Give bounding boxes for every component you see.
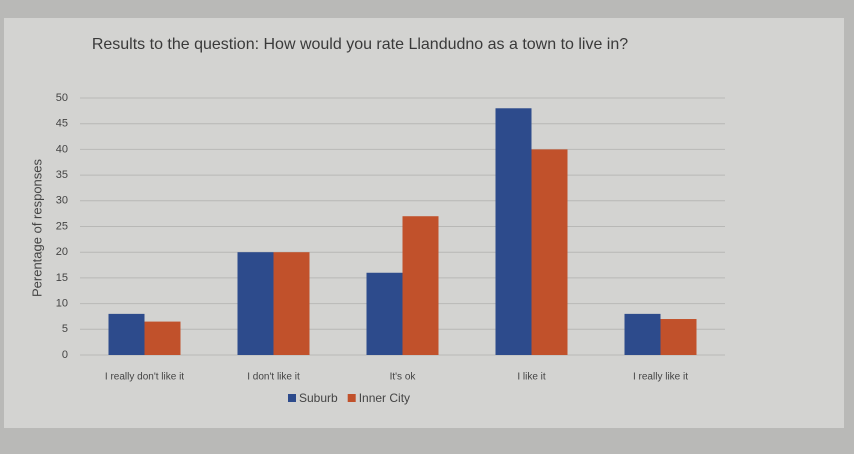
bar	[144, 321, 181, 355]
y-tick-label: 5	[62, 323, 68, 335]
legend-label: Suburb	[299, 391, 338, 405]
bar	[273, 252, 310, 355]
bar	[366, 272, 403, 355]
y-tick-label: 45	[56, 118, 68, 130]
bar	[402, 216, 439, 355]
y-tick-label: 25	[56, 220, 68, 232]
y-tick-label: 30	[56, 195, 68, 207]
x-tick-label: I like it	[517, 372, 546, 383]
y-tick-label: 10	[56, 298, 68, 310]
x-tick-label: I really don't like it	[105, 372, 184, 383]
y-tick-label: 40	[56, 143, 68, 155]
x-tick-label: It's ok	[390, 372, 417, 383]
y-tick-label: 50	[56, 92, 68, 104]
legend-label: Inner City	[359, 391, 410, 405]
y-tick-label: 0	[62, 349, 68, 361]
y-tick-label: 20	[56, 246, 68, 258]
y-tick-label: 15	[56, 272, 68, 284]
bar	[624, 313, 661, 355]
bar	[495, 108, 532, 355]
bar	[108, 313, 145, 355]
chart-title: Results to the question: How would you r…	[91, 36, 629, 53]
y-tick-label: 35	[56, 169, 68, 181]
x-tick-label: I really like it	[633, 372, 688, 383]
y-axis-label: Perentage of responses	[29, 158, 44, 297]
bar	[660, 319, 697, 355]
bar	[237, 252, 274, 355]
bar	[531, 149, 568, 355]
legend-swatch	[347, 394, 356, 402]
x-tick-label: I don't like it	[247, 372, 300, 383]
legend-swatch	[288, 394, 296, 402]
